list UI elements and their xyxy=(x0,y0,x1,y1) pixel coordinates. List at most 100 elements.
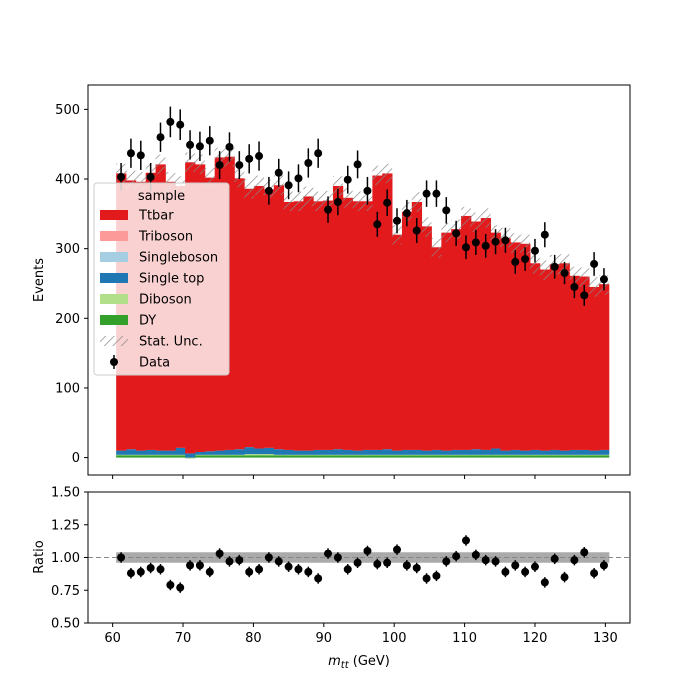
data-point xyxy=(461,235,470,260)
bar-single-top xyxy=(155,450,166,455)
bar-single-top xyxy=(323,449,334,455)
ratio-point xyxy=(166,579,175,591)
bar-ttbar xyxy=(273,185,285,450)
stat-unc-box xyxy=(185,152,195,173)
data-point xyxy=(235,151,244,180)
ratio-band-box xyxy=(530,552,541,563)
data-marker xyxy=(205,136,214,145)
bar-ttbar xyxy=(244,188,255,448)
bar-diboson xyxy=(401,454,413,456)
bar-single-top xyxy=(569,449,580,455)
main-y-ticks: 0 100 200 300 400 500 xyxy=(55,103,88,466)
ratio-point xyxy=(255,564,264,575)
ratio-marker xyxy=(402,561,411,570)
y-axis-label: Events xyxy=(32,258,47,302)
bar-ttbar xyxy=(480,218,492,450)
bar-diboson xyxy=(175,454,186,456)
ratio-point xyxy=(363,545,372,557)
ratio-band-box xyxy=(185,552,196,563)
bar-dy xyxy=(392,455,403,458)
legend-label: Diboson xyxy=(139,293,192,308)
ratio-marker xyxy=(304,567,313,576)
ratio-point xyxy=(580,547,589,558)
bar-diboson xyxy=(372,454,383,456)
ratio-x-ticks: 60 70 80 90 100 110 120 130 xyxy=(104,623,618,646)
stat-unc-box xyxy=(204,167,215,188)
ratio-marker xyxy=(166,581,175,590)
bar-dy xyxy=(579,455,590,458)
bar-dy xyxy=(254,455,265,458)
bar-single-top xyxy=(579,449,590,455)
bar-single-top xyxy=(352,450,363,455)
data-point xyxy=(373,211,382,237)
bar-ttbar xyxy=(352,201,363,451)
bar-dy xyxy=(332,455,344,458)
data-point xyxy=(422,180,431,207)
bar-dy xyxy=(490,455,501,458)
bar-diboson xyxy=(559,454,570,456)
ratio-point xyxy=(442,556,451,567)
legend-item: Stat. Unc. xyxy=(100,335,203,350)
ratio-band-box xyxy=(392,552,403,563)
ratio-point xyxy=(126,567,135,579)
bar-dy xyxy=(116,455,127,458)
ratio-point xyxy=(156,564,165,575)
ratio-point xyxy=(521,566,530,578)
ratio-point xyxy=(304,566,313,578)
data-marker xyxy=(442,206,451,215)
ratio-marker xyxy=(205,567,214,576)
bar-single-top xyxy=(559,450,570,455)
ratio-marker xyxy=(461,536,470,545)
data-marker xyxy=(294,174,303,183)
ratio-marker xyxy=(195,561,204,570)
stat-unc-box xyxy=(510,233,521,253)
legend-swatch xyxy=(100,210,128,220)
data-marker xyxy=(284,181,293,190)
data-point xyxy=(353,150,362,179)
stat-unc-box xyxy=(470,212,481,232)
bar-ttbar xyxy=(539,269,551,451)
data-point xyxy=(304,148,313,178)
data-point xyxy=(363,176,372,205)
bar-ttbar xyxy=(461,215,472,450)
bar-ttbar xyxy=(234,178,245,450)
ratio-band-box xyxy=(145,552,156,563)
data-marker xyxy=(195,142,204,151)
ratio-marker xyxy=(550,554,559,563)
bar-diboson xyxy=(392,454,403,456)
bar-diboson xyxy=(362,454,373,456)
data-marker xyxy=(402,209,411,218)
stat-unc-box xyxy=(332,176,343,196)
bar-ttbar xyxy=(589,286,600,451)
bar-diboson xyxy=(549,454,561,456)
stat-unc-box xyxy=(431,238,442,258)
legend-item: DY xyxy=(100,314,156,329)
bar-dy xyxy=(234,455,245,458)
bar-dy xyxy=(293,455,304,458)
bar-ttbar xyxy=(470,221,482,450)
bar-ttbar xyxy=(283,202,294,450)
ratio-x-tick-label: 100 xyxy=(382,631,407,646)
data-point xyxy=(521,247,530,271)
bar-diboson xyxy=(332,454,344,456)
bar-dy xyxy=(451,455,462,458)
bar-dy xyxy=(155,455,166,458)
ratio-marker xyxy=(432,571,441,580)
ratio-point xyxy=(402,560,411,571)
data-point xyxy=(412,218,421,244)
ratio-points xyxy=(117,535,608,593)
bar-dy xyxy=(224,455,235,458)
ratio-marker xyxy=(215,549,224,558)
bar-diboson xyxy=(155,454,166,456)
ratio-point xyxy=(491,556,500,567)
bar-dy xyxy=(303,455,314,458)
bar-single-top xyxy=(530,449,541,455)
data-marker xyxy=(383,198,392,207)
bar-single-top xyxy=(116,450,127,455)
legend-item: Ttbar xyxy=(100,209,174,224)
bar-ttbar xyxy=(293,201,304,451)
bar-diboson xyxy=(530,454,541,456)
data-marker xyxy=(324,205,333,214)
bar-dy xyxy=(263,455,275,458)
ratio-point xyxy=(314,573,323,584)
